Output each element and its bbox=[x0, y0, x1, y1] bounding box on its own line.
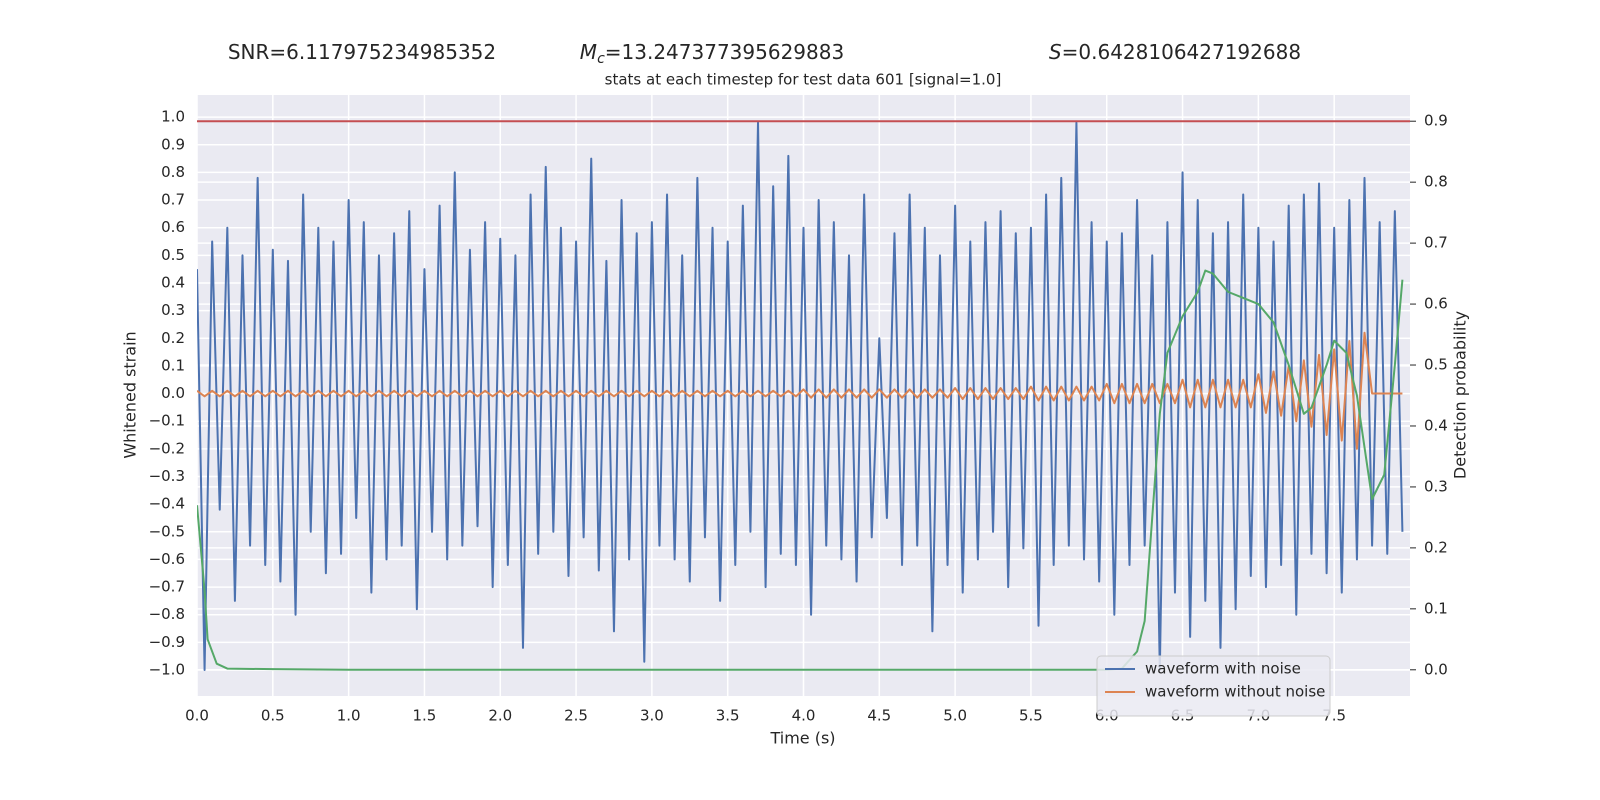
y-tick-label: −0.9 bbox=[149, 633, 185, 651]
y-tick-label: −0.6 bbox=[149, 550, 185, 568]
y-tick-label: 0.7 bbox=[161, 191, 185, 209]
x-tick-label: 5.5 bbox=[1019, 707, 1043, 725]
y2-axis-label: Detection probability bbox=[1451, 311, 1470, 479]
y-tick-label: 0.6 bbox=[161, 218, 185, 236]
plot-layer bbox=[197, 120, 1410, 672]
x-tick-label: 2.5 bbox=[564, 707, 588, 725]
stat-symbol: M bbox=[580, 40, 597, 64]
y-tick-label: −0.7 bbox=[149, 578, 185, 596]
y-tick-label: −0.1 bbox=[149, 412, 185, 430]
y-tick-label: 0.0 bbox=[161, 384, 185, 402]
y-tick-label: 0.8 bbox=[161, 163, 185, 181]
series-line bbox=[197, 121, 1404, 672]
legend-label: waveform with noise bbox=[1145, 660, 1301, 678]
x-tick-label: 3.5 bbox=[716, 707, 740, 725]
x-tick-label: 0.5 bbox=[261, 707, 285, 725]
stat-subscript: c bbox=[597, 51, 605, 67]
y-tick-label: −1.0 bbox=[149, 661, 185, 679]
legend-box bbox=[1096, 655, 1331, 717]
stat-text: SNR=6.117975234985352 bbox=[228, 40, 496, 64]
y2-tick-label: 0.2 bbox=[1424, 538, 1448, 556]
y-tick-label: 0.4 bbox=[161, 273, 185, 291]
y-tick-label: −0.3 bbox=[149, 467, 185, 485]
x-tick-label: 2.0 bbox=[488, 707, 512, 725]
y2-tick-label: 0.4 bbox=[1424, 416, 1448, 434]
x-tick-label: 0.0 bbox=[185, 707, 209, 725]
y-tick-label: −0.4 bbox=[149, 495, 185, 513]
y-tick-label: 0.1 bbox=[161, 356, 185, 374]
y-tick-label: 0.5 bbox=[161, 246, 185, 264]
stat-text: Mc=13.247377395629883 bbox=[580, 40, 844, 68]
stat-value: =0.6428106427192688 bbox=[1062, 40, 1301, 64]
stat-symbol: S bbox=[1049, 40, 1062, 64]
y2-tick-label: 0.1 bbox=[1424, 599, 1448, 617]
stat-value: SNR=6.117975234985352 bbox=[228, 40, 496, 64]
chart-subtitle: stats at each timestep for test data 601… bbox=[605, 71, 1002, 89]
x-tick-label: 3.0 bbox=[640, 707, 664, 725]
y2-tick-label: 0.9 bbox=[1424, 112, 1448, 130]
y-tick-label: 0.3 bbox=[161, 301, 185, 319]
y2-tick-label: 0.3 bbox=[1424, 477, 1448, 495]
series-line bbox=[197, 269, 1404, 671]
stat-text: S=0.6428106427192688 bbox=[1049, 40, 1301, 64]
x-tick-label: 4.5 bbox=[867, 707, 891, 725]
x-tick-label: 5.0 bbox=[943, 707, 967, 725]
x-axis-label: Time (s) bbox=[769, 729, 835, 748]
y2-tick-label: 0.8 bbox=[1424, 173, 1448, 191]
y2-tick-label: 0.6 bbox=[1424, 295, 1448, 313]
y2-tick-label: 0.7 bbox=[1424, 234, 1448, 252]
y-tick-label: −0.2 bbox=[149, 439, 185, 457]
stat-value: =13.247377395629883 bbox=[605, 40, 844, 64]
y-axis-label: Whitened strain bbox=[121, 331, 140, 458]
y2-tick-label: 0.5 bbox=[1424, 356, 1448, 374]
y-tick-label: −0.8 bbox=[149, 605, 185, 623]
x-tick-label: 1.5 bbox=[413, 707, 437, 725]
legend-label: waveform without noise bbox=[1145, 683, 1325, 701]
y2-tick-label: 0.0 bbox=[1424, 660, 1448, 678]
series-line bbox=[197, 331, 1403, 450]
y-tick-label: 0.9 bbox=[161, 135, 185, 153]
y-tick-label: −0.5 bbox=[149, 522, 185, 540]
y-tick-label: 1.0 bbox=[161, 108, 185, 126]
y-tick-label: 0.2 bbox=[161, 329, 185, 347]
x-tick-label: 1.0 bbox=[337, 707, 361, 725]
x-tick-label: 4.0 bbox=[792, 707, 816, 725]
